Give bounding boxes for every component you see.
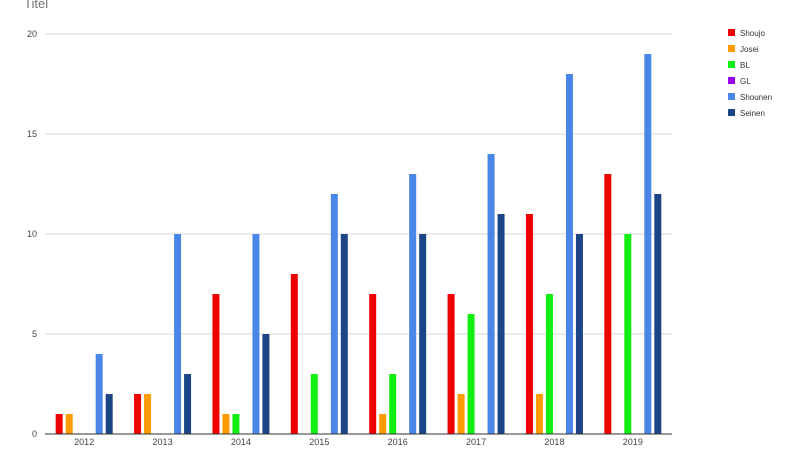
bar	[565, 74, 573, 434]
bar	[545, 294, 553, 434]
bar	[95, 354, 103, 434]
bar	[290, 274, 298, 434]
legend-swatch	[728, 109, 735, 116]
bar	[144, 394, 152, 434]
bar	[330, 194, 338, 434]
bar	[409, 174, 417, 434]
bar	[134, 394, 142, 434]
bar	[487, 154, 495, 434]
bar	[369, 294, 377, 434]
legend-label: Shounen	[740, 93, 772, 102]
legend-label: Shoujo	[740, 29, 765, 38]
bar	[389, 374, 397, 434]
x-tick-label: 2014	[231, 437, 251, 445]
bar	[65, 414, 73, 434]
bar	[184, 374, 192, 434]
bar	[419, 234, 427, 434]
x-tick-label: 2013	[153, 437, 173, 445]
bar	[525, 214, 533, 434]
y-tick-label: 15	[27, 129, 37, 139]
y-tick-label: 5	[32, 329, 37, 339]
legend-label: GL	[740, 77, 751, 86]
bar	[212, 294, 220, 434]
x-tick-label: 2016	[388, 437, 408, 445]
y-tick-label: 0	[32, 429, 37, 439]
legend-swatch	[728, 45, 735, 52]
bar	[379, 414, 387, 434]
bar	[340, 234, 348, 434]
bar	[535, 394, 543, 434]
legend-label: BL	[740, 61, 750, 70]
bar	[310, 374, 318, 434]
x-tick-label: 2017	[466, 437, 486, 445]
x-tick-label: 2018	[544, 437, 564, 445]
bar	[497, 214, 505, 434]
bar	[575, 234, 583, 434]
chart-title: Titel	[24, 0, 48, 11]
x-tick-label: 2019	[623, 437, 643, 445]
legend-swatch	[728, 29, 735, 36]
legend-swatch	[728, 93, 735, 100]
bar	[457, 394, 465, 434]
bar	[654, 194, 662, 434]
y-tick-label: 20	[27, 29, 37, 39]
bar	[467, 314, 475, 434]
y-tick-label: 10	[27, 229, 37, 239]
bar	[624, 234, 632, 434]
bar	[644, 54, 652, 434]
legend-label: Josei	[740, 45, 759, 54]
bar	[174, 234, 182, 434]
bar	[105, 394, 113, 434]
bar	[262, 334, 270, 434]
legend-swatch	[728, 61, 735, 68]
x-tick-label: 2012	[74, 437, 94, 445]
bar	[447, 294, 455, 434]
bar	[604, 174, 612, 434]
legend-label: Seinen	[740, 109, 765, 118]
legend-swatch	[728, 77, 735, 84]
bar	[55, 414, 63, 434]
bar	[252, 234, 260, 434]
bar	[222, 414, 230, 434]
x-tick-label: 2015	[309, 437, 329, 445]
bar	[232, 414, 240, 434]
